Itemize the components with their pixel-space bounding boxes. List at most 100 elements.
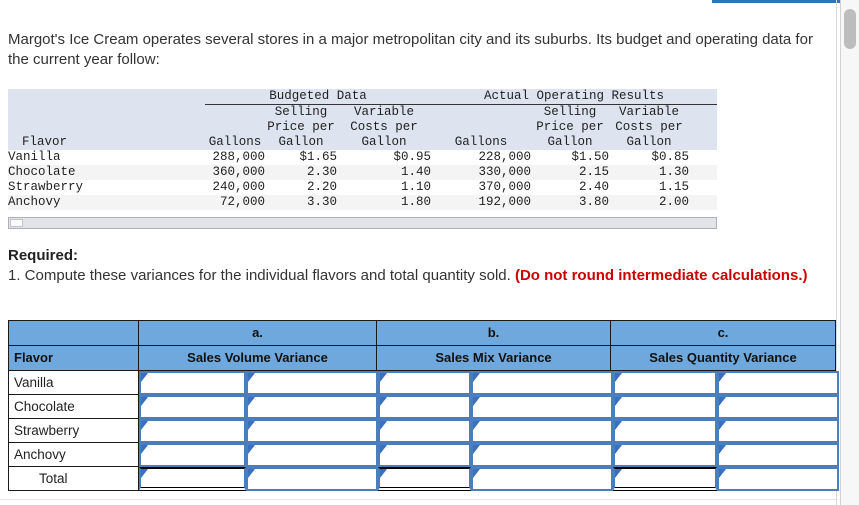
cell-total-mix-2 <box>471 467 613 491</box>
cell-vanilla-mix-2 <box>471 371 613 395</box>
budgeted-data-group-header: Budgeted Data <box>205 89 432 105</box>
no-round-note: (Do not round intermediate calculations.… <box>514 267 808 284</box>
cell-strawberry-mix-2 <box>471 419 613 443</box>
budget-cost: 1.80 <box>337 195 432 210</box>
cell-chocolate-quantity-2 <box>717 395 839 419</box>
budget-price: $1.65 <box>299 150 337 164</box>
cell-vanilla-volume-2 <box>246 371 378 395</box>
vertical-scrollbar[interactable] <box>840 0 859 505</box>
input-strawberry-mix-1[interactable] <box>380 421 469 441</box>
actual-price: 3.80 <box>531 195 610 210</box>
input-strawberry-volume-1[interactable] <box>141 421 244 441</box>
input-anchovy-mix-1[interactable] <box>380 445 469 465</box>
cell-anchovy-mix-2 <box>471 443 613 467</box>
input-anchovy-volume-1[interactable] <box>141 445 244 465</box>
actual-cost: $0.85 <box>651 150 690 164</box>
cell-total-quantity-2 <box>717 467 839 491</box>
corner-blank <box>8 89 205 105</box>
input-chocolate-quantity-2[interactable] <box>719 397 837 417</box>
cell-chocolate-quantity-1 <box>613 395 717 419</box>
col-header-budget-gallons: Gallons <box>205 104 265 150</box>
input-vanilla-quantity-2[interactable] <box>719 373 837 393</box>
input-anchovy-quantity-2[interactable] <box>719 445 837 465</box>
flavor-name: Strawberry <box>8 180 84 194</box>
col-header-sales-volume-variance: Sales Volume Variance <box>138 345 377 371</box>
cell-total-volume-1 <box>139 467 246 491</box>
table-horizontal-scrollbar[interactable] <box>8 217 717 229</box>
answer-flavor-header: Flavor <box>8 345 139 371</box>
col-header-actual-gallons: Gallons <box>431 104 532 150</box>
col-header-budget-selling-price: Selling Price per Gallon <box>265 104 337 150</box>
cell-chocolate-volume-2 <box>246 395 378 419</box>
input-chocolate-volume-2[interactable] <box>248 397 376 417</box>
input-total-quantity-2[interactable] <box>719 469 837 489</box>
input-strawberry-quantity-2[interactable] <box>719 421 837 441</box>
input-anchovy-mix-2[interactable] <box>473 445 611 465</box>
col-letter-b: b. <box>376 320 611 346</box>
input-anchovy-volume-2[interactable] <box>248 445 376 465</box>
input-total-volume-1[interactable] <box>141 469 244 487</box>
actual-price: $1.50 <box>571 150 610 164</box>
cell-vanilla-quantity-1 <box>613 371 717 395</box>
answer-row-strawberry: Strawberry <box>8 419 839 443</box>
input-total-mix-1[interactable] <box>380 469 469 487</box>
cell-strawberry-volume-2 <box>246 419 378 443</box>
input-vanilla-mix-2[interactable] <box>473 373 611 393</box>
budget-actual-table: Budgeted Data Actual Operating Results F… <box>8 89 718 210</box>
cell-chocolate-mix-2 <box>471 395 613 419</box>
input-chocolate-quantity-1[interactable] <box>615 397 715 417</box>
actual-gallons: 228,000 <box>478 150 532 164</box>
input-vanilla-volume-1[interactable] <box>141 373 244 393</box>
variance-answer-table: a. b. c. Flavor Sales Volume Variance Sa… <box>8 320 839 491</box>
cell-anchovy-quantity-1 <box>613 443 717 467</box>
col-header-sales-quantity-variance: Sales Quantity Variance <box>610 345 836 371</box>
input-vanilla-volume-2[interactable] <box>248 373 376 393</box>
input-chocolate-mix-2[interactable] <box>473 397 611 417</box>
budget-price: 3.30 <box>265 195 337 210</box>
budget-gallons: 360,000 <box>205 165 265 180</box>
cell-strawberry-mix-1 <box>378 419 471 443</box>
cell-anchovy-volume-1 <box>139 443 246 467</box>
input-strawberry-quantity-1[interactable] <box>615 421 715 441</box>
answer-row-total: Total <box>8 467 839 491</box>
col-header-actual-selling-price: Selling Price per Gallon <box>531 104 610 150</box>
actual-gallons: 370,000 <box>478 180 532 194</box>
input-chocolate-volume-1[interactable] <box>141 397 244 417</box>
input-anchovy-quantity-1[interactable] <box>615 445 715 465</box>
actual-gallons: 330,000 <box>431 165 532 180</box>
input-total-quantity-1[interactable] <box>615 469 715 487</box>
input-total-volume-2[interactable] <box>248 469 376 489</box>
budget-price: 2.30 <box>265 165 337 180</box>
row-label-anchovy: Anchovy <box>8 443 139 467</box>
vertical-scrollbar-thumb[interactable] <box>844 9 856 49</box>
cell-strawberry-quantity-1 <box>613 419 717 443</box>
input-vanilla-mix-1[interactable] <box>380 373 469 393</box>
cell-chocolate-volume-1 <box>139 395 246 419</box>
actual-gallons: 192,000 <box>431 195 532 210</box>
input-chocolate-mix-1[interactable] <box>380 397 469 417</box>
top-accent-bar <box>712 0 841 3</box>
row-label-vanilla: Vanilla <box>8 371 139 395</box>
table-horizontal-scrollbar-thumb[interactable] <box>10 219 23 227</box>
cell-strawberry-volume-1 <box>139 419 246 443</box>
actual-results-group-header: Actual Operating Results <box>431 89 718 105</box>
answer-row-vanilla: Vanilla <box>8 371 839 395</box>
input-total-mix-2[interactable] <box>473 469 611 489</box>
col-letter-c: c. <box>610 320 836 346</box>
cell-total-mix-1 <box>378 467 471 491</box>
flavor-name: Vanilla <box>8 150 61 164</box>
input-strawberry-volume-2[interactable] <box>248 421 376 441</box>
col-letter-a: a. <box>138 320 377 346</box>
flavor-name: Anchovy <box>8 195 205 210</box>
content-bottom-line <box>0 499 836 500</box>
cell-vanilla-mix-1 <box>378 371 471 395</box>
input-strawberry-mix-2[interactable] <box>473 421 611 441</box>
intro-paragraph: Margot's Ice Cream operates several stor… <box>8 31 813 68</box>
budget-gallons: 72,000 <box>205 195 265 210</box>
cell-vanilla-quantity-2 <box>717 371 839 395</box>
col-header-budget-variable-cost: Variable Costs per Gallon <box>337 104 432 150</box>
required-section: Required: 1. Compute these variances for… <box>8 246 836 286</box>
input-vanilla-quantity-1[interactable] <box>615 373 715 393</box>
actual-price: 2.40 <box>579 180 610 194</box>
cell-total-volume-2 <box>246 467 378 491</box>
